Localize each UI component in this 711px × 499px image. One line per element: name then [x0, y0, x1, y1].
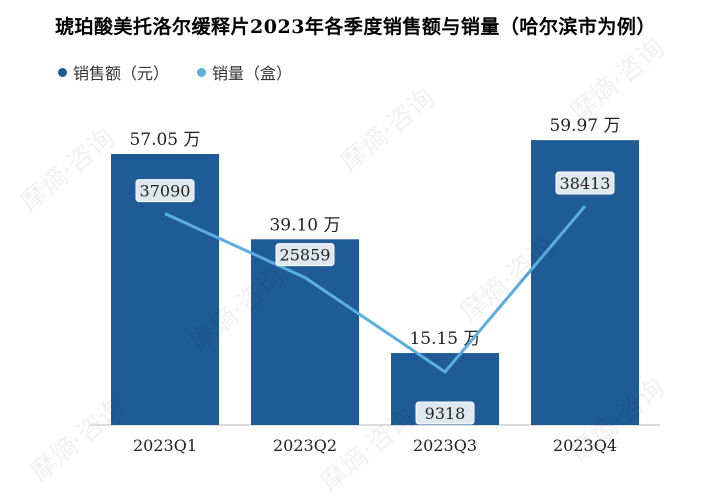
legend-marker-sales — [58, 67, 67, 77]
legend-item-volume: 销量（盒） — [197, 60, 292, 84]
legend: 销售额（元） 销量（盒） — [58, 60, 292, 84]
volume-value-label-4: 38413 — [560, 174, 611, 193]
volume-label-box-2 — [275, 243, 335, 267]
x-tick-label-1: 2023Q1 — [133, 436, 197, 455]
bar-value-label-3: 15.15 万 — [409, 329, 480, 349]
legend-label-sales: 销售额（元） — [73, 64, 170, 83]
volume-line — [164, 205, 587, 374]
legend-label-volume: 销量（盒） — [212, 64, 293, 83]
bar-value-label-4: 59.97 万 — [549, 116, 620, 136]
volume-label-box-3 — [415, 401, 475, 425]
chart-area: 57.05 万 2023Q1 39.10 万 2023Q2 15.15 万 2023Q3 5… — [90, 116, 660, 455]
x-tick-label-3: 2023Q3 — [413, 436, 477, 455]
x-tick-label-2: 2023Q2 — [273, 436, 337, 455]
bar-value-label-1: 57.05 万 — [129, 130, 200, 150]
x-tick-label-4: 2023Q4 — [553, 436, 617, 455]
chart-title: 琥珀酸美托洛尔缓释片2023年各季度销售额与销量（哈尔滨市为例） — [55, 16, 656, 38]
volume-label-box-1 — [135, 179, 195, 203]
volume-label-box-4 — [555, 171, 615, 195]
volume-value-label-1: 37090 — [140, 182, 191, 201]
bar-value-label-2: 39.10 万 — [269, 215, 340, 235]
legend-marker-volume — [197, 67, 207, 77]
volume-value-label-2: 25859 — [280, 246, 331, 265]
legend-item-sales: 销售额（元） — [58, 60, 169, 84]
volume-value-label-3: 9318 — [425, 404, 466, 423]
bar-2 — [251, 239, 359, 425]
